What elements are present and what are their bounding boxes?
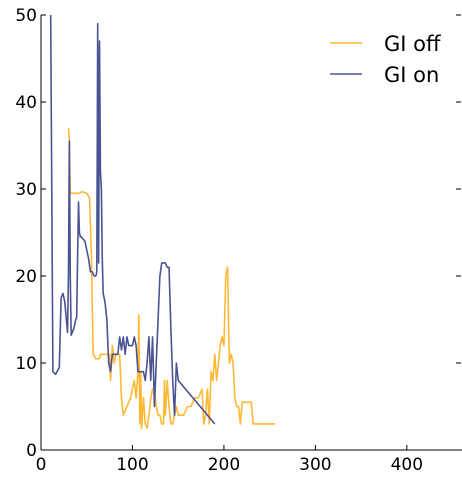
y-tick-label: 30 (15, 180, 37, 200)
y-tick-label: 0 (26, 441, 37, 461)
x-tick-label: 100 (116, 455, 148, 475)
y-tick-label: 10 (15, 354, 37, 374)
legend-label-gi-off: GI off (384, 32, 441, 56)
ticks-layer: 0 100 200 300 400 0 10 20 30 40 50 (15, 6, 461, 475)
legend-label-gi-on: GI on (384, 63, 439, 87)
y-tick-label: 40 (15, 93, 37, 113)
x-tick-label: 0 (36, 455, 47, 475)
series-line-gi-off (67, 128, 276, 430)
series-layer (49, 15, 276, 430)
series-line-gi-on (49, 15, 216, 425)
x-tick-label: 200 (208, 455, 240, 475)
x-tick-label: 400 (391, 455, 423, 475)
y-tick-label: 50 (15, 6, 37, 26)
legend: GI off GI on (330, 32, 441, 87)
x-tick-label: 300 (299, 455, 331, 475)
y-tick-label: 20 (15, 267, 37, 287)
